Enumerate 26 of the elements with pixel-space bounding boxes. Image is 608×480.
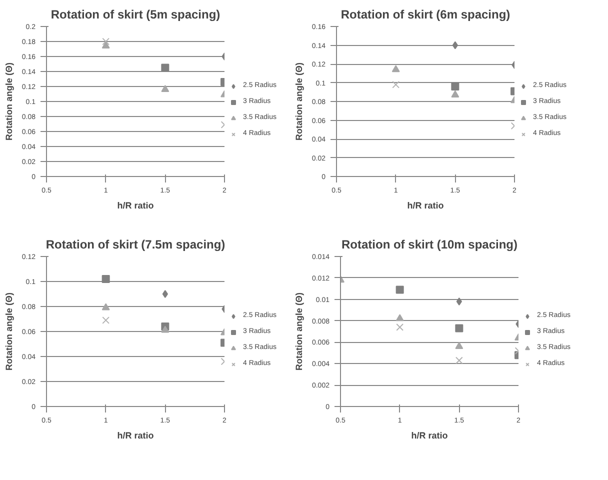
point	[102, 275, 110, 283]
point	[102, 303, 110, 310]
y-axis-title: Rotation angle (Θ)	[4, 62, 14, 140]
chart-title: Rotation of skirt (10m spacing)	[341, 238, 518, 252]
y-axis-title: Rotation angle (Θ)	[4, 292, 14, 370]
chart-title: Rotation of skirt (6m spacing)	[340, 8, 510, 22]
y-axis-title: Rotation angle (Θ)	[294, 62, 304, 140]
point	[392, 65, 400, 72]
x-axis-title: h/R ratio	[117, 430, 154, 440]
y-axis-title: Rotation angle (Θ)	[294, 292, 304, 370]
point	[456, 298, 462, 306]
point	[102, 41, 110, 49]
x-axis-title: h/R ratio	[117, 200, 154, 210]
point	[455, 324, 464, 332]
point	[161, 326, 170, 333]
x-axis-title: h/R ratio	[411, 430, 448, 440]
point	[396, 286, 404, 294]
point	[396, 324, 404, 331]
point	[161, 84, 170, 92]
x-axis-title: h/R ratio	[407, 200, 444, 210]
chart-title: Rotation of skirt (5m spacing)	[50, 8, 220, 22]
point	[455, 356, 463, 364]
chart-title: Rotation of skirt (7.5m spacing)	[46, 238, 226, 252]
point	[162, 290, 168, 298]
point	[452, 41, 458, 50]
point	[451, 90, 460, 98]
